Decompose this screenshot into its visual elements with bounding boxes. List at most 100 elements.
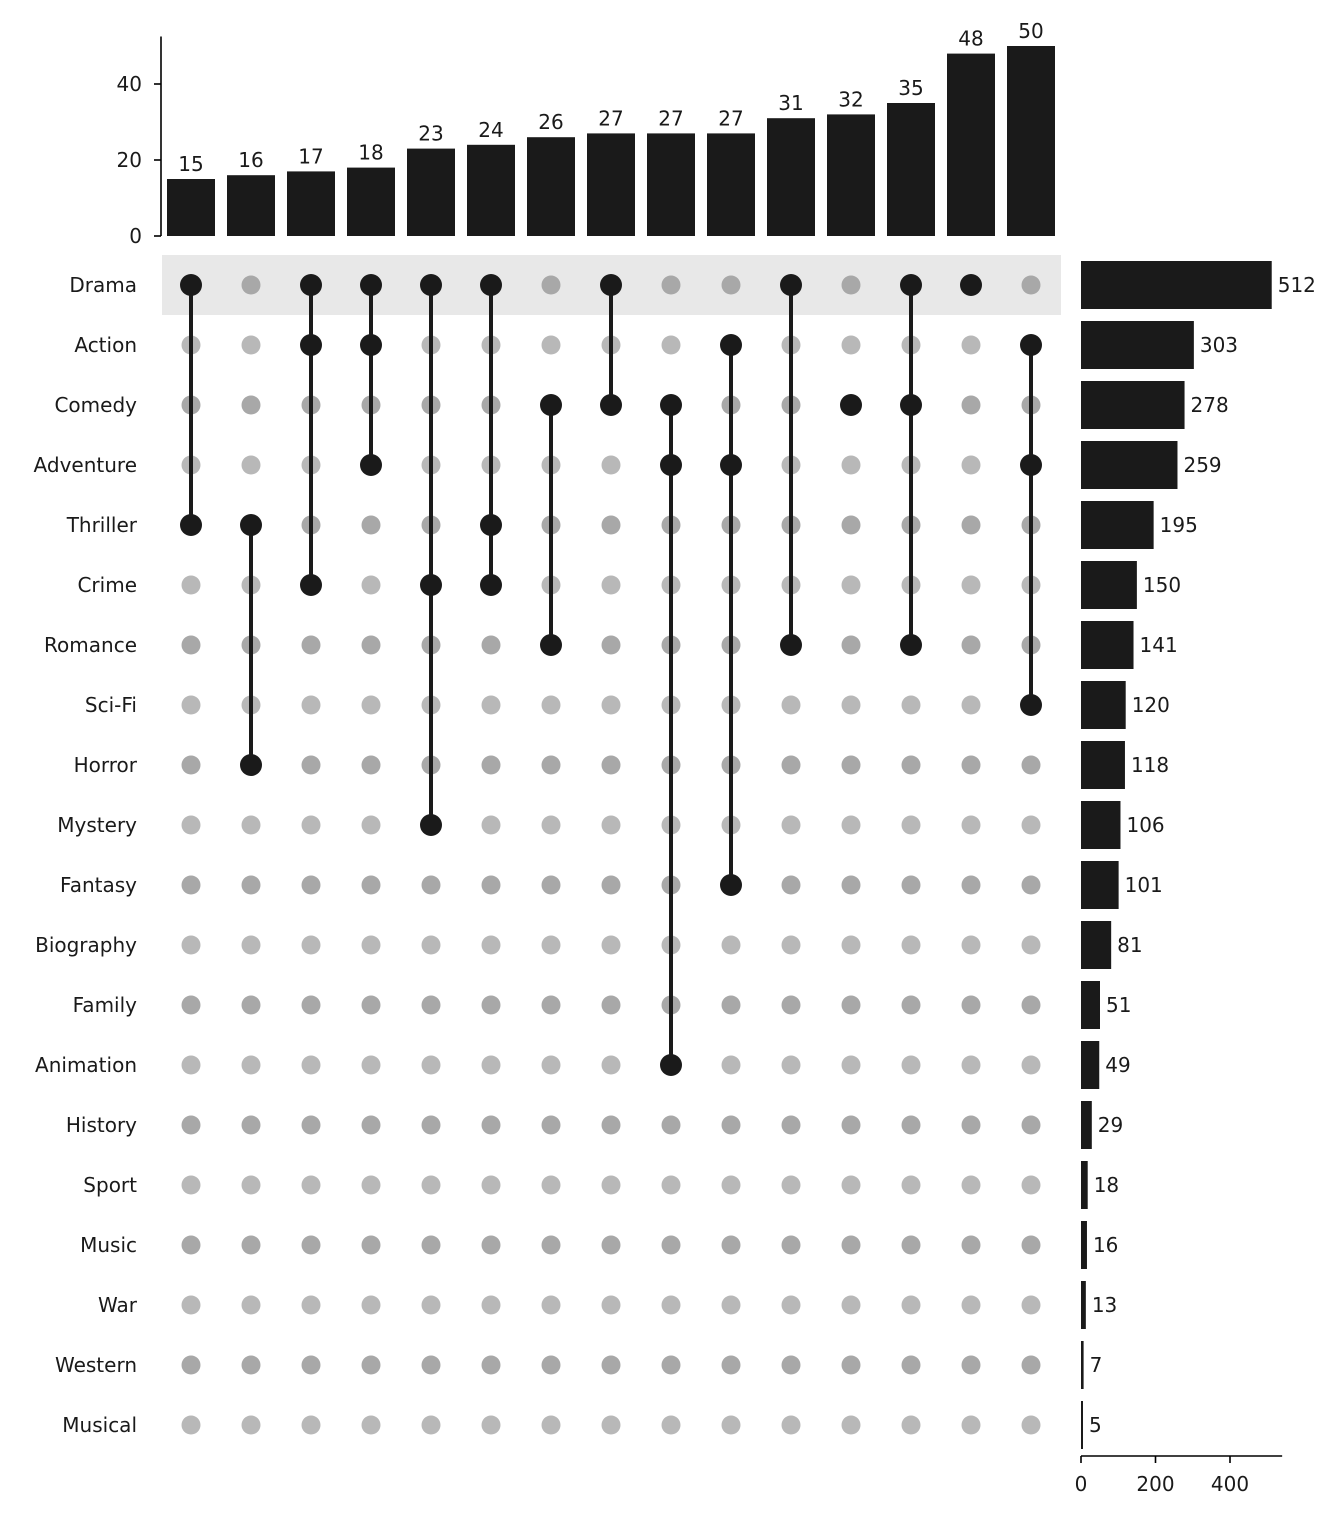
- matrix-dot-active-drama: [360, 274, 382, 296]
- set-size-bar-war: [1081, 1281, 1086, 1329]
- matrix-dot-inactive: [1021, 815, 1041, 835]
- matrix-dot-inactive: [601, 1235, 621, 1255]
- set-label-music: Music: [80, 1233, 137, 1257]
- matrix-dot-inactive: [601, 1175, 621, 1195]
- set-label-action: Action: [74, 333, 137, 357]
- matrix-dot-inactive: [241, 335, 261, 355]
- matrix-dot-inactive: [481, 815, 501, 835]
- matrix-dot-inactive: [601, 1055, 621, 1075]
- matrix-dot-inactive: [301, 1055, 321, 1075]
- x-tick-label-200: 200: [1136, 1472, 1174, 1496]
- matrix-dot-inactive: [1021, 1175, 1041, 1195]
- matrix-dot-inactive: [781, 695, 801, 715]
- matrix-dot-inactive: [661, 1415, 681, 1435]
- matrix-dot-inactive: [901, 755, 921, 775]
- matrix-dot-active-crime: [480, 574, 502, 596]
- matrix-dot-inactive: [781, 875, 801, 895]
- matrix-dot-active-crime: [420, 574, 442, 596]
- matrix-dot-inactive: [661, 335, 681, 355]
- set-label-adventure: Adventure: [34, 453, 137, 477]
- matrix-dot-active-adventure: [660, 454, 682, 476]
- set-size-label-fantasy: 101: [1125, 873, 1163, 897]
- matrix-dot-active-romance: [900, 634, 922, 656]
- matrix-dot-active-adventure: [1020, 454, 1042, 476]
- matrix-dot-inactive: [241, 1235, 261, 1255]
- matrix-dot-inactive: [541, 1175, 561, 1195]
- matrix-dot-inactive: [901, 1115, 921, 1135]
- matrix-dot-inactive: [841, 1115, 861, 1135]
- matrix-dot-active-thriller: [240, 514, 262, 536]
- matrix-dot-inactive: [181, 875, 201, 895]
- matrix-dot-active-comedy: [540, 394, 562, 416]
- set-size-bars: 512 303 278 259 195 150 141 120 118 106 101 81 51 49 2…: [1081, 261, 1316, 1449]
- matrix-dot-inactive: [841, 875, 861, 895]
- matrix-dot-inactive: [1021, 935, 1041, 955]
- set-size-bar-thriller: [1081, 501, 1154, 549]
- matrix-dot-inactive: [361, 875, 381, 895]
- intersection-bar-label-15: 50: [1018, 19, 1043, 43]
- matrix-dot-inactive: [361, 575, 381, 595]
- x-tick-label-400: 400: [1211, 1472, 1249, 1496]
- matrix-dot-inactive: [361, 515, 381, 535]
- matrix-dot-inactive: [361, 1115, 381, 1135]
- matrix-dot-inactive: [601, 455, 621, 475]
- matrix-dot-inactive: [781, 1415, 801, 1435]
- intersection-bar-label-9: 27: [658, 106, 683, 130]
- matrix-dot-active-crime: [300, 574, 322, 596]
- matrix-dot-inactive: [721, 1295, 741, 1315]
- matrix-dot-inactive: [421, 1055, 441, 1075]
- matrix-dot-inactive: [1021, 1115, 1041, 1135]
- matrix-dot-inactive: [421, 1235, 441, 1255]
- matrix-dot-inactive: [601, 755, 621, 775]
- intersection-bar-label-14: 48: [958, 27, 983, 51]
- matrix-dot-active-horror: [240, 754, 262, 776]
- matrix-dot-inactive: [301, 1115, 321, 1135]
- matrix-dot-inactive: [961, 1355, 981, 1375]
- matrix-dot-active-comedy: [600, 394, 622, 416]
- intersection-bar-12: [827, 114, 875, 236]
- matrix-dot-inactive: [781, 1115, 801, 1135]
- matrix-dot-inactive: [961, 335, 981, 355]
- matrix-dot-inactive: [841, 1415, 861, 1435]
- matrix-dot-inactive: [361, 1355, 381, 1375]
- matrix-dot-inactive: [841, 335, 861, 355]
- matrix-dot-inactive: [301, 695, 321, 715]
- matrix-dot-active-action: [1020, 334, 1042, 356]
- matrix-dot-inactive: [361, 1235, 381, 1255]
- matrix-dot-inactive: [301, 995, 321, 1015]
- intersection-bar-9: [647, 133, 695, 236]
- matrix-dot-inactive: [361, 935, 381, 955]
- set-label-sci-fi: Sci-Fi: [85, 693, 137, 717]
- matrix-dot-inactive: [901, 1355, 921, 1375]
- matrix-dot-inactive: [901, 1175, 921, 1195]
- set-size-label-comedy: 278: [1191, 393, 1229, 417]
- matrix-dot-inactive: [961, 455, 981, 475]
- set-size-bar-musical: [1081, 1401, 1083, 1449]
- set-size-label-war: 13: [1092, 1293, 1117, 1317]
- matrix-dot-inactive: [481, 1415, 501, 1435]
- matrix-dot-inactive: [661, 1295, 681, 1315]
- intersection-bar-label-6: 24: [478, 118, 503, 142]
- matrix-dot-inactive: [181, 935, 201, 955]
- matrix-dot-inactive: [421, 1175, 441, 1195]
- matrix-dot-inactive: [601, 575, 621, 595]
- matrix-dot-inactive: [601, 1115, 621, 1135]
- matrix-dot-active-adventure: [720, 454, 742, 476]
- matrix-dot-inactive: [901, 1235, 921, 1255]
- matrix-dot-inactive: [541, 275, 561, 295]
- matrix-dot-inactive: [241, 1115, 261, 1135]
- matrix-dot-inactive: [361, 1295, 381, 1315]
- matrix-dot-inactive: [661, 1175, 681, 1195]
- intersection-bar-7: [527, 137, 575, 236]
- matrix-dot-inactive: [601, 995, 621, 1015]
- set-size-label-action: 303: [1200, 333, 1238, 357]
- matrix-dot-inactive: [961, 1295, 981, 1315]
- matrix-dot-inactive: [901, 875, 921, 895]
- matrix-dot-inactive: [421, 1355, 441, 1375]
- set-size-bar-crime: [1081, 561, 1137, 609]
- matrix-dot-inactive: [1021, 755, 1041, 775]
- matrix-dot-inactive: [601, 515, 621, 535]
- matrix-dot-inactive: [661, 1355, 681, 1375]
- matrix-dot-active-adventure: [360, 454, 382, 476]
- set-size-bar-action: [1081, 321, 1194, 369]
